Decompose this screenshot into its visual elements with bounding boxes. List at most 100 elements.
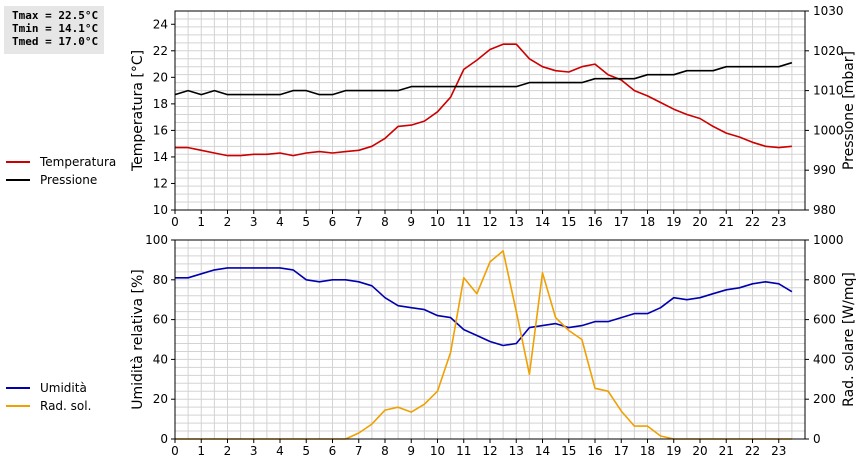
- x-tick-label: 11: [456, 444, 471, 458]
- legend-swatch-pressure: [6, 179, 30, 181]
- series-line-rad-sol: [175, 250, 792, 440]
- legend-label-pressure: Pressione: [40, 173, 98, 187]
- x-tick-label: 15: [561, 215, 576, 229]
- y-tick-label: 60: [153, 313, 168, 327]
- x-tick-label: 20: [692, 215, 707, 229]
- y2-tick-label: 0: [813, 432, 821, 446]
- x-tick-label: 3: [250, 215, 258, 229]
- y2-tick-label: 200: [813, 392, 836, 406]
- x-tick-label: 16: [587, 444, 602, 458]
- x-tick-label: 5: [302, 444, 310, 458]
- x-tick-label: 21: [719, 215, 734, 229]
- y-tick-label: 20: [153, 392, 168, 406]
- y-tick-label: 18: [153, 97, 168, 111]
- y2-tick-label: 1030: [813, 4, 844, 18]
- y-tick-label: 22: [153, 44, 168, 58]
- y-tick-label: 10: [153, 203, 168, 217]
- stats-box: Tmax = 22.5°C Tmin = 14.1°C Tmed = 17.0°…: [4, 6, 104, 54]
- y2-axis-title: Rad. solare [W/mq]: [841, 272, 857, 407]
- y-tick-label: 40: [153, 352, 168, 366]
- x-tick-label: 18: [640, 444, 655, 458]
- x-tick-label: 9: [407, 215, 415, 229]
- series-line-umidit: [175, 267, 793, 347]
- x-tick-label: 0: [171, 215, 179, 229]
- x-tick-label: 22: [745, 444, 760, 458]
- y2-tick-label: 1000: [813, 233, 844, 247]
- y-tick-label: 16: [153, 123, 168, 137]
- legend-item-radiation: Rad. sol.: [6, 397, 91, 415]
- y2-tick-label: 400: [813, 352, 836, 366]
- x-tick-label: 17: [614, 444, 629, 458]
- x-tick-label: 4: [276, 444, 284, 458]
- y-tick-label: 80: [153, 273, 168, 287]
- x-tick-label: 8: [381, 215, 389, 229]
- legend-item-temperature: Temperatura: [6, 153, 116, 171]
- x-tick-label: 12: [482, 444, 497, 458]
- x-tick-label: 5: [302, 215, 310, 229]
- x-tick-label: 2: [224, 215, 232, 229]
- x-tick-label: 15: [561, 444, 576, 458]
- stat-tmax: Tmax = 22.5°C: [12, 9, 99, 22]
- x-tick-label: 9: [407, 444, 415, 458]
- x-tick-label: 8: [381, 444, 389, 458]
- legend-swatch-radiation: [6, 405, 30, 407]
- series-line-pressione: [174, 61, 793, 96]
- x-tick-label: 1: [197, 215, 205, 229]
- y-tick-label: 12: [153, 176, 168, 190]
- x-tick-label: 4: [276, 215, 284, 229]
- y-axis-title: Temperatura [°C]: [130, 50, 146, 172]
- y-tick-label: 24: [153, 17, 168, 31]
- y2-tick-label: 1010: [813, 84, 844, 98]
- x-tick-label: 18: [640, 215, 655, 229]
- y-axis-title: Umidità relativa [%]: [130, 269, 146, 410]
- x-tick-label: 22: [745, 215, 760, 229]
- y2-tick-label: 990: [813, 163, 836, 177]
- y-tick-label: 0: [160, 432, 168, 446]
- y-tick-label: 14: [153, 150, 168, 164]
- y2-tick-label: 1000: [813, 123, 844, 137]
- x-tick-label: 6: [329, 215, 337, 229]
- x-tick-label: 12: [482, 215, 497, 229]
- x-tick-label: 10: [430, 215, 445, 229]
- x-tick-label: 16: [587, 215, 602, 229]
- series-line-temperatura: [175, 43, 792, 157]
- x-tick-label: 7: [355, 444, 363, 458]
- y2-tick-label: 1020: [813, 44, 844, 58]
- legend-swatch-humidity: [6, 387, 30, 389]
- x-tick-label: 0: [171, 444, 179, 458]
- legend-item-humidity: Umidità: [6, 379, 91, 397]
- x-tick-label: 23: [771, 215, 786, 229]
- y-tick-label: 100: [145, 233, 168, 247]
- y-tick-label: 20: [153, 70, 168, 84]
- legend-item-pressure: Pressione: [6, 171, 116, 189]
- x-tick-label: 2: [224, 444, 232, 458]
- y2-tick-label: 600: [813, 313, 836, 327]
- x-tick-label: 19: [666, 444, 681, 458]
- legend-label-humidity: Umidità: [40, 381, 87, 395]
- x-tick-label: 13: [509, 444, 524, 458]
- legend-top: Temperatura Pressione: [6, 153, 116, 189]
- x-tick-label: 1: [197, 444, 205, 458]
- x-tick-label: 11: [456, 215, 471, 229]
- x-tick-label: 20: [692, 444, 707, 458]
- y2-tick-label: 800: [813, 273, 836, 287]
- x-tick-label: 10: [430, 444, 445, 458]
- stat-tmed: Tmed = 17.0°C: [12, 35, 99, 48]
- x-tick-label: 3: [250, 444, 258, 458]
- y2-tick-label: 980: [813, 203, 836, 217]
- legend-label-radiation: Rad. sol.: [40, 399, 92, 413]
- x-tick-label: 7: [355, 215, 363, 229]
- x-tick-label: 19: [666, 215, 681, 229]
- x-tick-label: 17: [614, 215, 629, 229]
- legend-label-temperature: Temperatura: [40, 155, 117, 169]
- x-tick-label: 23: [771, 444, 786, 458]
- x-tick-label: 14: [535, 215, 550, 229]
- x-tick-label: 13: [509, 215, 524, 229]
- x-tick-label: 6: [329, 444, 337, 458]
- x-tick-label: 14: [535, 444, 550, 458]
- stat-tmin: Tmin = 14.1°C: [12, 22, 99, 35]
- x-tick-label: 21: [719, 444, 734, 458]
- legend-bottom: Umidità Rad. sol.: [6, 379, 91, 415]
- legend-swatch-temperature: [6, 161, 30, 163]
